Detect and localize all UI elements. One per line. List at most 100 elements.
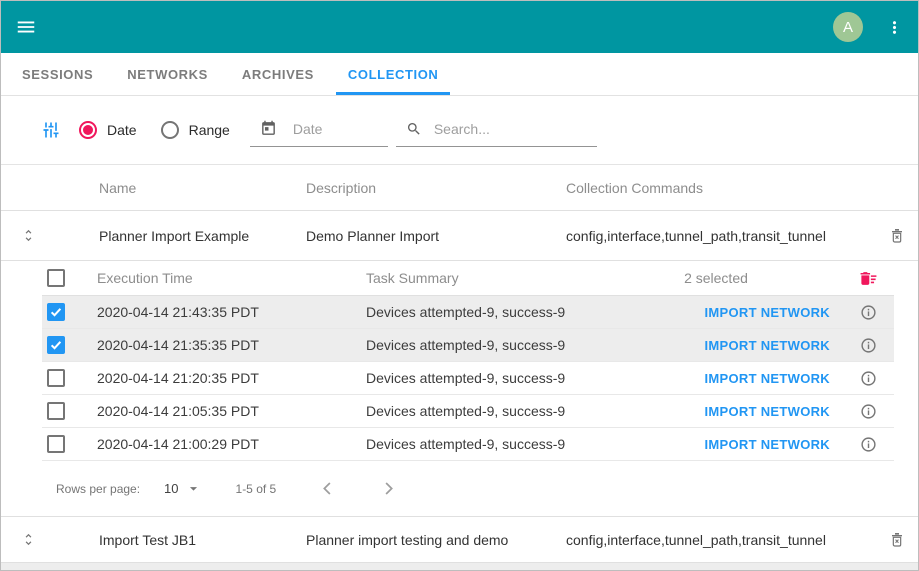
previous-page-icon[interactable] <box>318 479 337 498</box>
info-cell <box>842 436 894 453</box>
select-all-checkbox[interactable] <box>47 269 65 287</box>
row-actions <box>876 228 918 244</box>
import-network-link[interactable]: IMPORT NETWORK <box>704 370 830 386</box>
delete-icon[interactable] <box>889 228 905 244</box>
import-network-link[interactable]: IMPORT NETWORK <box>704 337 830 353</box>
row-name: Import Test JB1 <box>99 531 197 548</box>
action-cell: IMPORT NETWORK <box>602 437 842 452</box>
execution-time: 2020-04-14 21:00:29 PDT <box>97 436 259 452</box>
checkbox-cell <box>42 336 97 354</box>
search-field[interactable] <box>395 113 597 147</box>
rows-per-page-label: Rows per page: <box>56 481 141 496</box>
checkbox-cell <box>42 435 97 453</box>
avatar-letter: A <box>842 18 853 36</box>
unfold-more-icon[interactable] <box>21 228 36 243</box>
import-network-link[interactable]: IMPORT NETWORK <box>704 403 830 419</box>
range-radio-option[interactable]: Range <box>160 121 230 139</box>
selected-count: 2 selected <box>684 270 748 286</box>
execution-table-header: Execution Time Task Summary 2 selected <box>42 261 894 296</box>
header-delete-cell <box>842 269 894 288</box>
delete-icon[interactable] <box>889 532 905 548</box>
row-name: Planner Import Example <box>99 227 250 244</box>
execution-time: 2020-04-14 21:05:35 PDT <box>97 403 259 419</box>
execution-time: 2020-04-14 21:43:35 PDT <box>97 304 259 320</box>
date-radio-option[interactable]: Date <box>79 121 137 139</box>
checkbox-cell <box>42 303 97 321</box>
rows-per-page-select[interactable]: 10 <box>164 480 201 497</box>
task-summary: Devices attempted-9, success-9 <box>366 370 566 386</box>
tab-networks[interactable]: NETWORKS <box>115 53 220 95</box>
pagination-range: 1-5 of 5 <box>235 481 277 496</box>
unfold-more-icon[interactable] <box>21 532 36 547</box>
date-input[interactable] <box>292 120 386 137</box>
tune-filter-icon[interactable] <box>41 120 61 140</box>
tab-sessions-label: SESSIONS <box>22 66 94 82</box>
info-icon[interactable] <box>860 403 877 420</box>
next-page-icon[interactable] <box>379 479 398 498</box>
info-icon[interactable] <box>860 370 877 387</box>
row-actions <box>876 532 918 548</box>
date-radio-button[interactable] <box>79 121 97 139</box>
execution-row: 2020-04-14 21:20:35 PDT Devices attempte… <box>42 362 894 395</box>
row-checkbox[interactable] <box>47 336 65 354</box>
tab-bar: SESSIONS NETWORKS ARCHIVES COLLECTION <box>1 53 918 96</box>
info-icon[interactable] <box>860 436 877 453</box>
execution-row: 2020-04-14 21:00:29 PDT Devices attempte… <box>42 428 894 461</box>
execution-row: 2020-04-14 21:05:35 PDT Devices attempte… <box>42 395 894 428</box>
header-task-summary: Task Summary <box>366 270 459 286</box>
execution-row: 2020-04-14 21:43:35 PDT Devices attempte… <box>42 296 894 329</box>
filter-bar: Date Range <box>1 96 918 165</box>
info-icon[interactable] <box>860 304 877 321</box>
rows-per-page-value: 10 <box>164 481 179 496</box>
action-cell: IMPORT NETWORK <box>602 404 842 419</box>
menu-icon[interactable] <box>15 16 37 38</box>
checkbox-cell <box>42 402 97 420</box>
import-network-link[interactable]: IMPORT NETWORK <box>704 304 830 320</box>
table-row: Planner Import Example Demo Planner Impo… <box>1 211 918 261</box>
row-description: Planner import testing and demo <box>306 531 509 548</box>
tab-archives-label: ARCHIVES <box>241 66 314 82</box>
task-summary: Devices attempted-9, success-9 <box>366 403 566 419</box>
range-radio-button[interactable] <box>160 121 179 139</box>
page-background-strip <box>1 563 918 570</box>
expander-cell <box>1 228 71 243</box>
tab-sessions[interactable]: SESSIONS <box>10 53 105 95</box>
action-cell: IMPORT NETWORK <box>602 305 842 320</box>
task-summary: Devices attempted-9, success-9 <box>366 337 566 353</box>
header-execution-time: Execution Time <box>97 270 193 286</box>
delete-sweep-icon[interactable] <box>859 269 878 288</box>
info-cell <box>842 337 894 354</box>
tab-archives[interactable]: ARCHIVES <box>230 53 326 95</box>
row-commands: config,interface,tunnel_path,transit_tun… <box>566 531 826 548</box>
table-header: Name Description Collection Commands <box>1 165 918 211</box>
execution-time: 2020-04-14 21:20:35 PDT <box>97 370 259 386</box>
row-checkbox[interactable] <box>47 303 65 321</box>
row-checkbox[interactable] <box>47 369 65 387</box>
calendar-icon[interactable] <box>260 120 277 137</box>
table-row: Import Test JB1 Planner import testing a… <box>1 517 918 563</box>
info-cell <box>842 304 894 321</box>
pagination-bar: Rows per page: 10 1-5 of 5 <box>42 461 894 516</box>
info-cell <box>842 403 894 420</box>
row-checkbox[interactable] <box>47 402 65 420</box>
info-icon[interactable] <box>860 337 877 354</box>
row-description: Demo Planner Import <box>306 227 440 244</box>
row-commands: config,interface,tunnel_path,transit_tun… <box>566 227 826 244</box>
avatar[interactable]: A <box>833 12 863 42</box>
task-summary: Devices attempted-9, success-9 <box>366 436 566 452</box>
more-options-icon[interactable] <box>885 18 904 37</box>
execution-time: 2020-04-14 21:35:35 PDT <box>97 337 259 353</box>
date-picker-field[interactable] <box>249 113 388 147</box>
search-input[interactable] <box>433 120 595 137</box>
app-bar: A <box>1 1 918 53</box>
tab-collection-label: COLLECTION <box>347 66 439 82</box>
import-network-link[interactable]: IMPORT NETWORK <box>704 436 830 452</box>
header-commands: Collection Commands <box>566 179 703 196</box>
execution-row: 2020-04-14 21:35:35 PDT Devices attempte… <box>42 329 894 362</box>
dropdown-arrow-icon <box>189 487 197 491</box>
select-all-cell <box>42 269 97 287</box>
tab-collection[interactable]: COLLECTION <box>335 53 451 95</box>
execution-table: Execution Time Task Summary 2 selected 2… <box>42 261 894 516</box>
row-checkbox[interactable] <box>47 435 65 453</box>
